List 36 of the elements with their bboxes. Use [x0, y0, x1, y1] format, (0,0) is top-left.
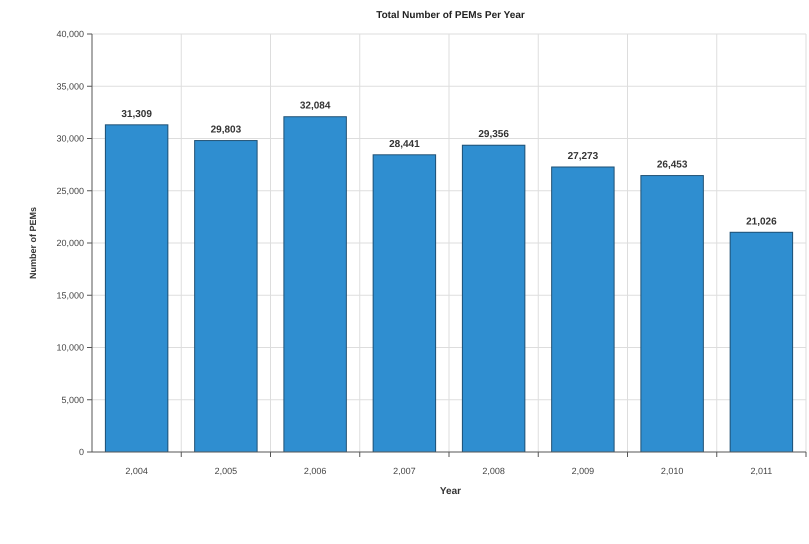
bar: [462, 144, 526, 452]
bar: [551, 166, 615, 452]
y-tick-label: 5,000: [61, 394, 84, 405]
chart-title: Total Number of PEMs Per Year: [376, 10, 525, 21]
y-tick-label: 40,000: [56, 29, 84, 40]
x-tick-label: 2,011: [750, 466, 772, 476]
y-tick-label: 0: [78, 447, 84, 458]
data-label: 29,803: [210, 124, 242, 136]
x-tick-label: 2,005: [214, 466, 238, 476]
bar: [194, 140, 258, 452]
x-tick-label: 2,007: [393, 466, 416, 476]
bar: [372, 154, 436, 452]
x-tick-label: 2,006: [304, 466, 326, 476]
x-tick-label: 2,004: [125, 466, 148, 476]
data-label: 28,441: [389, 138, 420, 150]
data-label: 27,273: [568, 150, 599, 162]
x-axis-title: Year: [440, 486, 462, 497]
data-label: 26,453: [656, 160, 688, 171]
x-tick-label: 2,008: [482, 466, 505, 476]
y-tick-label: 35,000: [56, 81, 84, 92]
data-label: 32,084: [300, 100, 331, 112]
y-axis-title: Number of PEMs: [28, 206, 38, 280]
bar: [283, 116, 347, 452]
x-tick-label: 2,010: [660, 466, 684, 476]
y-tick-label: 20,000: [56, 238, 84, 248]
y-tick-label: 25,000: [56, 186, 84, 196]
bar: [640, 175, 704, 452]
bar: [730, 232, 794, 452]
data-label: 31,309: [121, 108, 152, 120]
y-tick-label: 15,000: [56, 290, 84, 300]
y-tick-label: 10,000: [56, 342, 84, 353]
x-tick-label: 2,009: [572, 466, 594, 476]
data-label: 29,356: [478, 129, 510, 140]
bar: [104, 124, 168, 452]
data-label: 21,026: [746, 216, 778, 228]
y-tick-label: 30,000: [56, 134, 84, 144]
